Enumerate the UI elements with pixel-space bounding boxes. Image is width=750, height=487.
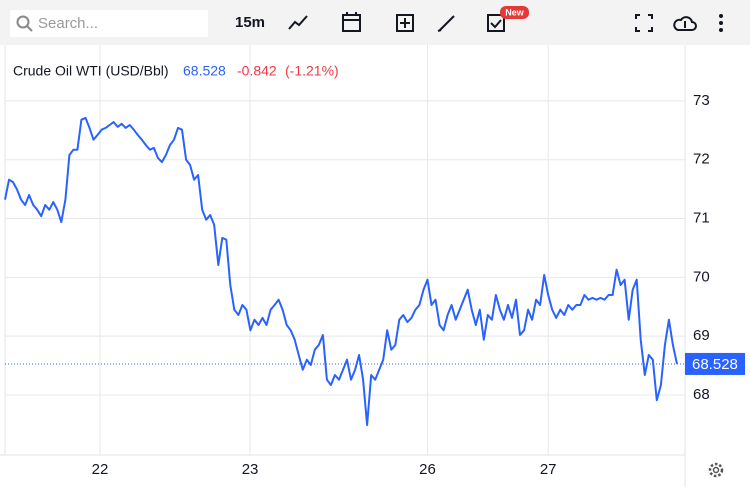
y-tick-label: 68: [693, 386, 710, 403]
y-tick-label: 73: [693, 92, 710, 109]
cloud-icon[interactable]: [673, 16, 697, 31]
plot: [4, 116, 685, 426]
price-line: [4, 116, 678, 426]
y-tick-label: 69: [693, 327, 710, 344]
new-badge: [500, 6, 529, 19]
x-tick-label: 22: [92, 461, 109, 478]
search-box[interactable]: [10, 10, 208, 37]
x-tick-label: 26: [419, 461, 436, 478]
interval-button[interactable]: 15m: [235, 14, 265, 31]
events-icon[interactable]: [487, 14, 505, 32]
settings-icon[interactable]: [708, 462, 724, 478]
search-placeholder: Search...: [38, 15, 98, 32]
y-tick-label: 71: [693, 209, 710, 226]
legend-title: Crude Oil WTI (USD/Bbl): [13, 63, 169, 79]
menu-icon[interactable]: [719, 14, 723, 32]
y-tick-label: 72: [693, 151, 710, 168]
y-tick-label: 70: [693, 268, 710, 285]
legend-change-percent: (-1.21%): [285, 63, 339, 79]
legend-change: -0.842: [237, 63, 277, 79]
chart-type-icon[interactable]: [288, 15, 308, 30]
calendar-icon[interactable]: [342, 12, 361, 32]
add-icon[interactable]: [396, 14, 414, 32]
grid: [5, 45, 685, 455]
last-price-badge: [685, 352, 745, 375]
search-icon: [16, 15, 33, 32]
x-tick-label: 23: [242, 461, 259, 478]
x-tick-label: 27: [540, 461, 557, 478]
last-price-label: 68.528: [692, 356, 738, 373]
new-badge-text: New: [505, 7, 525, 17]
legend-last-price: 68.528: [183, 63, 226, 79]
fullscreen-icon[interactable]: [635, 14, 653, 32]
draw-icon[interactable]: [437, 15, 455, 32]
